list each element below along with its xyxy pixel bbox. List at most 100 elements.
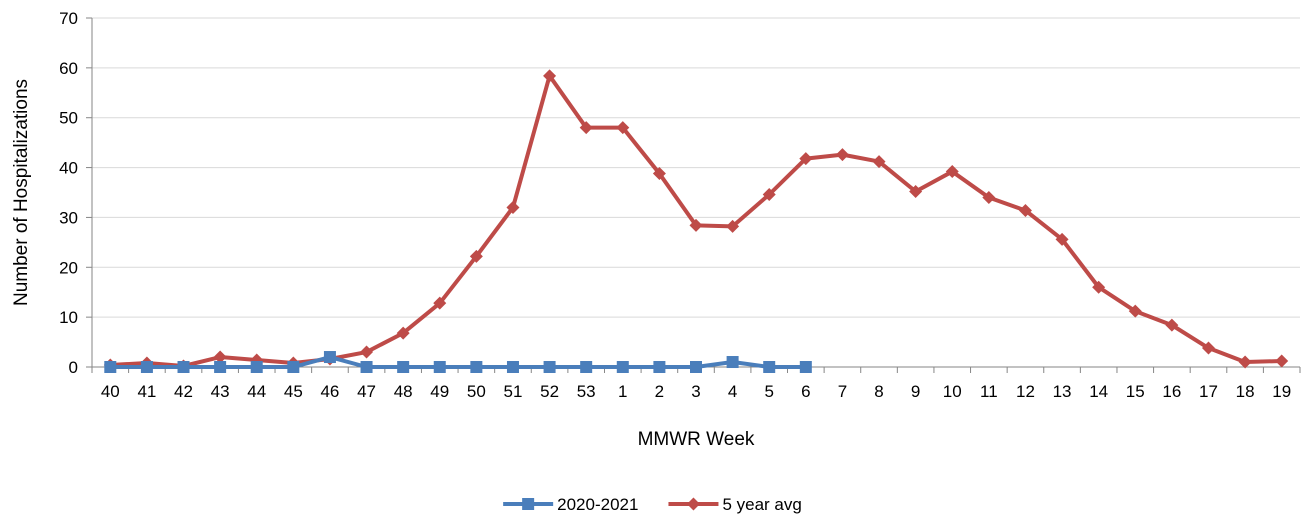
- data-point: [1128, 304, 1142, 318]
- data-point: [1092, 280, 1106, 294]
- x-tick-label: 43: [211, 382, 230, 401]
- y-tick-label: 50: [59, 109, 78, 128]
- data-point: [543, 69, 557, 83]
- series-layer: [103, 69, 1289, 373]
- series-0: [104, 351, 812, 373]
- x-tick-label: 1: [618, 382, 627, 401]
- data-point: [799, 361, 812, 373]
- data-point: [835, 148, 849, 162]
- data-point: [287, 361, 300, 373]
- data-point: [213, 350, 227, 364]
- gridlines: [92, 17, 1300, 318]
- y-tick-label: 40: [59, 159, 78, 178]
- x-tick-label: 46: [320, 382, 339, 401]
- data-point: [506, 361, 519, 373]
- legend-item: 2020-2021: [503, 495, 638, 514]
- data-point: [1165, 318, 1179, 332]
- data-point: [580, 361, 593, 373]
- x-tick-label: 52: [540, 382, 559, 401]
- x-tick-label: 15: [1126, 382, 1145, 401]
- data-point: [726, 219, 740, 233]
- data-point: [1018, 203, 1032, 217]
- data-point: [140, 361, 153, 373]
- data-point: [177, 361, 190, 373]
- x-tick-label: 41: [137, 382, 156, 401]
- x-tick-label: 12: [1016, 382, 1035, 401]
- data-point: [872, 155, 886, 169]
- legend: 2020-2021 5 year avg: [503, 495, 802, 514]
- legend-label: 5 year avg: [722, 495, 801, 514]
- x-tick-label: 9: [911, 382, 920, 401]
- data-point: [469, 249, 483, 263]
- y-tick-label: 10: [59, 308, 78, 327]
- data-point: [360, 361, 373, 373]
- x-tick-label: 3: [691, 382, 700, 401]
- x-tick-label: 51: [504, 382, 523, 401]
- data-point: [323, 351, 336, 364]
- data-point: [1201, 341, 1215, 355]
- data-point: [690, 361, 702, 373]
- x-tick-label: 16: [1162, 382, 1181, 401]
- data-point: [579, 121, 593, 135]
- y-tick-label: 20: [59, 258, 78, 277]
- data-point: [653, 361, 666, 373]
- data-point: [1238, 355, 1252, 369]
- x-tick-label: 2: [655, 382, 664, 401]
- legend-label: 2020-2021: [557, 495, 638, 514]
- legend-marker: [522, 498, 535, 510]
- data-point: [763, 361, 776, 373]
- x-tick-label: 47: [357, 382, 376, 401]
- data-point: [396, 326, 410, 340]
- data-point: [762, 187, 776, 201]
- data-point: [652, 167, 666, 181]
- x-tick-label: 42: [174, 382, 193, 401]
- series-1: [103, 69, 1289, 373]
- x-tick-label: 13: [1053, 382, 1072, 401]
- data-point: [214, 361, 227, 373]
- x-tick-label: 7: [838, 382, 847, 401]
- y-tick-label: 60: [59, 59, 78, 78]
- x-tick-label: 11: [980, 382, 998, 401]
- x-tick-label: 19: [1272, 382, 1291, 401]
- x-tick-label: 10: [943, 382, 962, 401]
- data-point: [945, 165, 959, 179]
- data-point: [982, 190, 996, 204]
- data-point: [1275, 354, 1289, 368]
- y-tick-label: 70: [59, 9, 78, 28]
- y-tick-label: 0: [69, 358, 78, 377]
- data-point: [250, 361, 263, 373]
- x-tick-label: 53: [577, 382, 596, 401]
- data-point: [616, 361, 629, 373]
- legend-item: 5 year avg: [668, 495, 802, 514]
- x-tick-label: 49: [430, 382, 449, 401]
- x-tick-label: 50: [467, 382, 486, 401]
- x-tick-label: 4: [728, 382, 737, 401]
- x-tick-label: 6: [801, 382, 810, 401]
- x-tick-label: 17: [1199, 382, 1218, 401]
- data-point: [397, 361, 410, 373]
- data-point: [433, 361, 446, 373]
- data-point: [470, 361, 483, 373]
- y-axis-title: Number of Hospitalizations: [11, 79, 32, 306]
- x-tick-label: 40: [101, 382, 120, 401]
- data-point: [543, 361, 556, 373]
- data-point: [726, 356, 739, 369]
- data-point: [909, 185, 923, 199]
- x-tick-label: 14: [1089, 382, 1108, 401]
- x-tick-label: 44: [247, 382, 266, 401]
- x-tick-label: 45: [284, 382, 303, 401]
- x-tick-label: 5: [764, 382, 773, 401]
- data-point: [360, 345, 374, 359]
- x-tick-label: 48: [394, 382, 413, 401]
- data-point: [506, 200, 520, 214]
- data-point: [689, 218, 703, 232]
- data-point: [1055, 232, 1069, 246]
- series-line: [108, 355, 808, 369]
- x-tick-label: 8: [874, 382, 883, 401]
- x-tick-label: 18: [1236, 382, 1255, 401]
- y-tick-label: 30: [59, 208, 78, 227]
- legend-marker: [686, 497, 700, 511]
- data-point: [433, 296, 447, 310]
